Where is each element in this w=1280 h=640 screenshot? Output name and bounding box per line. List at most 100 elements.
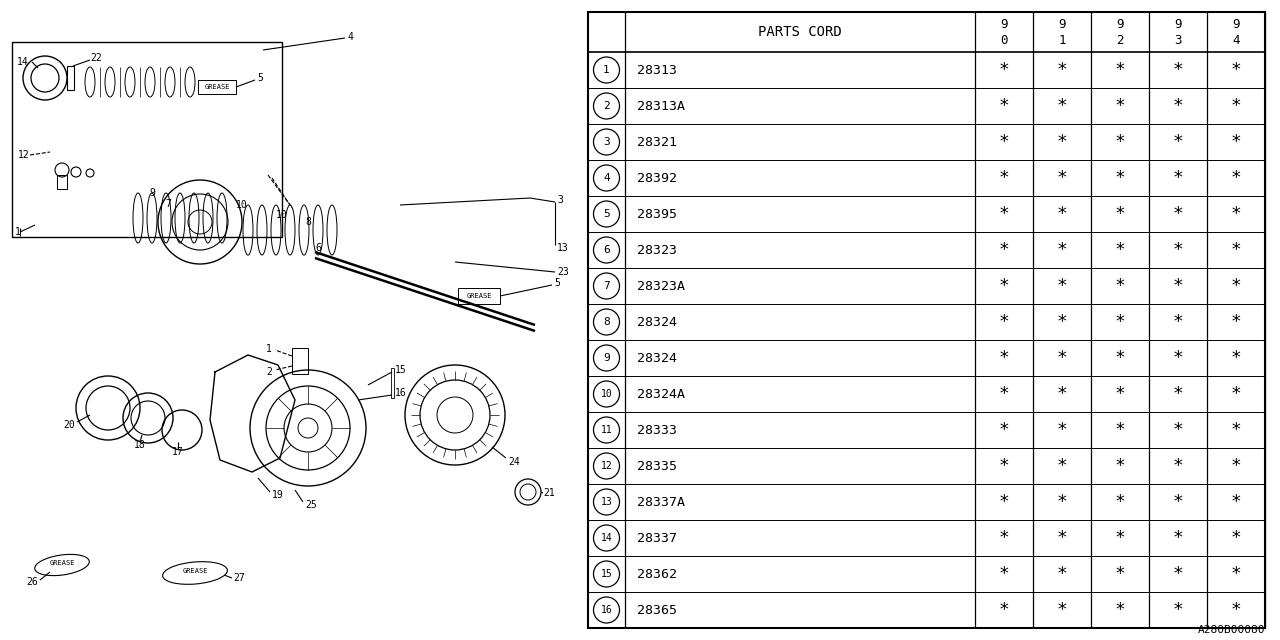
Text: *: * xyxy=(998,493,1010,511)
Text: 28324: 28324 xyxy=(637,316,677,328)
Text: *: * xyxy=(1230,493,1242,511)
Text: 9: 9 xyxy=(603,353,609,363)
Text: 1: 1 xyxy=(1059,33,1066,47)
Text: *: * xyxy=(1115,565,1125,583)
Text: *: * xyxy=(998,205,1010,223)
Text: *: * xyxy=(1115,421,1125,439)
Bar xyxy=(12,42,282,237)
Text: *: * xyxy=(1230,529,1242,547)
Text: *: * xyxy=(1230,565,1242,583)
Text: 10: 10 xyxy=(236,200,248,210)
Text: *: * xyxy=(998,169,1010,187)
Text: *: * xyxy=(1172,349,1184,367)
Bar xyxy=(458,288,500,304)
Text: *: * xyxy=(1056,61,1068,79)
Text: *: * xyxy=(998,565,1010,583)
Text: *: * xyxy=(1230,205,1242,223)
Text: *: * xyxy=(1056,133,1068,151)
Text: *: * xyxy=(1115,97,1125,115)
Text: *: * xyxy=(1230,61,1242,79)
Text: *: * xyxy=(1056,529,1068,547)
Text: 28333: 28333 xyxy=(637,424,677,436)
Text: 2: 2 xyxy=(266,367,273,377)
Text: *: * xyxy=(1172,97,1184,115)
Text: *: * xyxy=(1172,601,1184,619)
Text: *: * xyxy=(1172,565,1184,583)
Text: 12: 12 xyxy=(600,461,612,471)
Text: 10: 10 xyxy=(276,210,288,220)
Text: 13: 13 xyxy=(557,243,568,253)
Text: 28392: 28392 xyxy=(637,172,677,184)
Text: *: * xyxy=(1230,277,1242,295)
Text: 28323: 28323 xyxy=(637,243,677,257)
Text: 4: 4 xyxy=(603,173,609,183)
Text: *: * xyxy=(1056,277,1068,295)
Text: 4: 4 xyxy=(1233,33,1240,47)
Text: *: * xyxy=(1115,349,1125,367)
Text: *: * xyxy=(1230,169,1242,187)
Text: 3: 3 xyxy=(557,195,563,205)
Text: *: * xyxy=(1230,97,1242,115)
Text: *: * xyxy=(1056,457,1068,475)
Text: *: * xyxy=(1115,493,1125,511)
Text: *: * xyxy=(1115,205,1125,223)
Text: *: * xyxy=(1056,205,1068,223)
Text: 5: 5 xyxy=(603,209,609,219)
Text: 0: 0 xyxy=(1000,33,1007,47)
Text: GREASE: GREASE xyxy=(49,560,74,566)
Text: *: * xyxy=(1115,169,1125,187)
Text: 28337: 28337 xyxy=(637,531,677,545)
Bar xyxy=(588,12,1265,628)
Text: *: * xyxy=(1172,385,1184,403)
Text: 9: 9 xyxy=(1174,17,1181,31)
Text: *: * xyxy=(1172,457,1184,475)
Text: 18: 18 xyxy=(134,440,146,450)
Bar xyxy=(198,80,236,94)
Text: 10: 10 xyxy=(600,389,612,399)
Text: *: * xyxy=(1056,241,1068,259)
Text: 28324: 28324 xyxy=(637,351,677,365)
Text: 28313A: 28313A xyxy=(637,99,685,113)
Text: *: * xyxy=(1056,385,1068,403)
Text: 6: 6 xyxy=(603,245,609,255)
Text: 9: 9 xyxy=(1000,17,1007,31)
Text: 19: 19 xyxy=(273,490,284,500)
Text: A280B00080: A280B00080 xyxy=(1198,625,1265,635)
Text: *: * xyxy=(998,529,1010,547)
Text: *: * xyxy=(998,97,1010,115)
Text: 16: 16 xyxy=(600,605,612,615)
Text: 28313: 28313 xyxy=(637,63,677,77)
Text: *: * xyxy=(1115,385,1125,403)
Text: *: * xyxy=(1230,313,1242,331)
Text: 8: 8 xyxy=(305,217,311,227)
Text: *: * xyxy=(1172,133,1184,151)
Text: *: * xyxy=(1056,97,1068,115)
Text: 15: 15 xyxy=(396,365,407,375)
Text: *: * xyxy=(998,601,1010,619)
Text: 28337A: 28337A xyxy=(637,495,685,509)
Text: *: * xyxy=(1172,529,1184,547)
Bar xyxy=(67,66,74,90)
Text: 9: 9 xyxy=(1116,17,1124,31)
Text: 2: 2 xyxy=(1116,33,1124,47)
Text: GREASE: GREASE xyxy=(182,568,207,574)
Text: 25: 25 xyxy=(305,500,316,510)
Text: *: * xyxy=(1172,169,1184,187)
Text: PARTS CORD: PARTS CORD xyxy=(758,25,842,39)
Text: 24: 24 xyxy=(508,457,520,467)
Text: 5: 5 xyxy=(554,278,559,288)
Text: 12: 12 xyxy=(18,150,29,160)
Text: 9: 9 xyxy=(148,188,155,198)
Text: *: * xyxy=(1230,133,1242,151)
Text: 22: 22 xyxy=(90,53,101,63)
Text: *: * xyxy=(1056,421,1068,439)
Text: 2: 2 xyxy=(603,101,609,111)
Text: 1: 1 xyxy=(15,227,20,237)
Text: *: * xyxy=(1056,313,1068,331)
Text: *: * xyxy=(1230,241,1242,259)
Text: 20: 20 xyxy=(63,420,76,430)
Text: 8: 8 xyxy=(603,317,609,327)
Text: 26: 26 xyxy=(27,577,38,587)
Text: 28321: 28321 xyxy=(637,136,677,148)
Text: *: * xyxy=(1056,601,1068,619)
